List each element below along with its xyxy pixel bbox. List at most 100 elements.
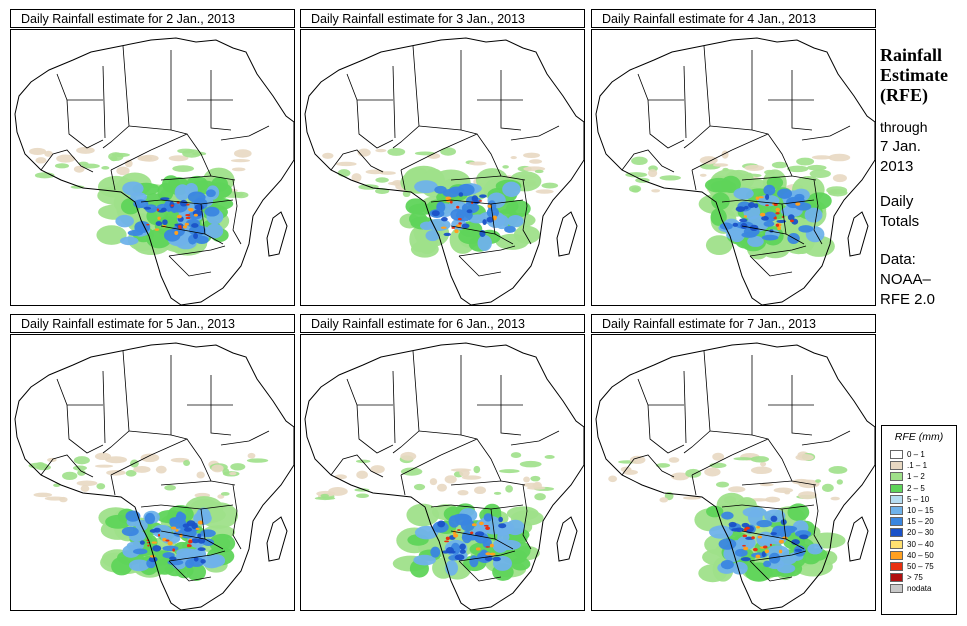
rain-cell [54,163,70,169]
rain-cell [164,484,176,491]
country-border [691,149,733,171]
rain-cell [440,226,447,229]
totals-line: Daily [880,193,914,210]
legend-swatch [890,506,903,516]
legend-label: .1 – 1 [907,461,928,471]
rain-cell [631,156,648,166]
rain-cell [137,155,153,162]
rain-cell [197,538,206,544]
rain-cell [473,465,481,474]
rain-cell [437,520,446,528]
rain-cell [763,220,775,227]
rain-cell [497,539,521,551]
rain-cell [419,221,434,231]
country-border [621,149,675,173]
rain-cell [828,153,851,162]
rainfall-layer [437,516,507,562]
panel-title: Daily Rainfall estimate for 5 Jan., 2013 [10,314,295,333]
country-border [458,245,516,257]
rain-cell [186,543,191,548]
legend-label: 10 – 15 [907,506,934,516]
rainfall-map [591,29,876,306]
rain-cell [167,541,173,546]
country-border [330,149,384,173]
rain-cell [699,156,718,165]
rain-cell [705,235,733,255]
rain-cell [471,523,477,527]
rain-cell [119,236,139,246]
rain-cell [77,469,86,476]
rain-cell [787,165,809,173]
rain-cell [731,528,740,532]
data-source: Data: NOAA– RFE 2.0 [880,250,965,310]
rain-cell [770,532,777,536]
legend-title: RFE (mm) [894,431,944,443]
rain-cell [742,506,767,518]
country-border [150,133,212,177]
rain-cell [484,556,493,562]
rain-cell [477,235,492,251]
legend-item: 15 – 20 [890,516,956,527]
rain-cell [489,552,496,556]
rainfall-layer [146,533,193,552]
legend-swatch [890,550,903,560]
country-border [691,454,733,476]
rain-cell [178,527,197,539]
country-border [510,125,560,141]
rainfall-layer [154,208,198,235]
rain-cell [34,172,55,179]
data-source-line: NOAA– [880,271,931,288]
country-border [510,430,560,446]
rain-cell [699,173,707,177]
rain-cell [773,217,776,219]
coastline [595,37,875,305]
rain-cell [151,541,157,544]
rain-cell [101,166,110,170]
rain-cell [735,206,746,212]
rain-cell [523,152,541,158]
country-border [392,370,396,444]
legend-swatch [890,561,903,571]
rain-cell [406,503,440,527]
country-border [150,438,212,482]
rain-cell [728,486,746,493]
rain-cell [461,475,482,480]
country-border [791,70,813,131]
rain-cell [143,206,152,210]
country-border [110,149,152,171]
rain-cell [683,496,701,500]
rain-cell [116,166,130,176]
country-border [392,65,396,139]
rain-cell [740,557,751,562]
rain-cell [777,188,793,199]
rain-cell [485,526,491,531]
rain-cell [35,157,47,164]
rain-cell [716,492,747,518]
rain-cell [400,467,423,476]
rain-cell [720,559,734,570]
rain-cell [62,471,78,481]
legend-item: 1 – 2 [890,471,956,482]
rain-cell [659,497,669,503]
rain-cell [328,487,348,496]
rain-cell [196,471,205,479]
panel-title: Daily Rainfall estimate for 3 Jan., 2013 [300,9,585,28]
country-border [102,45,130,149]
rain-cell [519,460,542,468]
country-border [741,480,817,486]
rain-cell [457,489,469,496]
rain-cell [195,527,200,531]
rain-cell [172,165,195,173]
rain-cell [156,203,172,212]
legend-swatch [890,584,903,594]
country-borders [330,350,560,582]
rainfall-map [300,29,585,306]
rainfall-layer [121,510,216,569]
rain-cell [197,547,206,552]
coastline [595,342,875,610]
rain-cell [751,536,755,540]
rain-cell [230,463,246,471]
rain-cell [193,556,199,562]
country-border [683,370,687,444]
rain-cell [414,151,436,156]
